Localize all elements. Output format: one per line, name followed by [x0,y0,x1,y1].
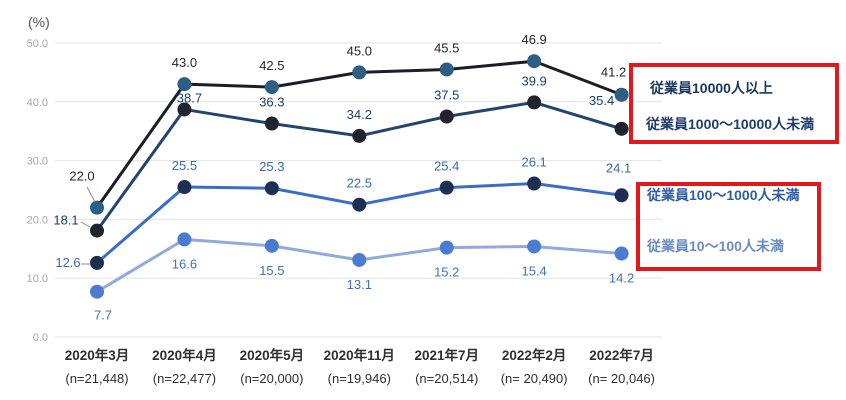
label-leader-line [86,186,96,203]
x-axis-label: 2021年7月 [414,347,479,363]
value-label: 25.3 [259,159,284,174]
legend-label-employees-10-100: 従業員10～100人未満 [647,238,784,254]
data-point [527,95,542,110]
x-axis-label: 2020年4月 [152,347,217,363]
data-point [614,121,629,136]
value-label: 22.5 [347,176,372,191]
data-point [439,240,454,255]
x-axis-sublabel: (n=22,477) [153,371,216,386]
value-label: 43.0 [172,55,197,70]
data-point [264,116,279,131]
y-axis-unit-label: (%) [28,14,50,30]
x-axis-sublabel: (n= 20,046) [588,371,655,386]
legend-highlight-box-large-companies: 従業員10000人以上 従業員1000～10000人未満 [629,63,839,144]
data-point [264,238,279,253]
data-point [90,255,104,270]
data-point [177,232,192,247]
data-point [90,223,104,238]
data-point [614,246,629,261]
data-point [90,284,104,299]
value-label: 45.5 [434,40,459,55]
data-point [527,176,542,191]
data-point [614,87,629,102]
value-label: 35.4 [589,93,614,108]
y-axis-tick-label: 40.0 [27,97,48,109]
value-label: 18.1 [53,213,78,228]
data-point [177,102,192,117]
value-label: 24.1 [606,160,631,175]
x-axis-label: 2022年7月 [589,347,654,363]
value-label: 15.5 [259,263,284,278]
series-line [95,182,624,265]
x-axis-label: 2022年2月 [502,347,567,363]
data-point [439,62,454,77]
legend-highlight-box-small-companies: 従業員100～1000人未満 従業員10～100人未満 [636,182,821,271]
data-point [352,65,367,80]
value-label: 7.7 [94,308,112,323]
y-axis-tick-label: 10.0 [27,273,48,285]
x-axis-sublabel: (n=20,514) [415,371,478,386]
value-label: 26.1 [521,155,546,170]
x-axis-label: 2020年5月 [240,347,305,363]
x-axis-sublabel: (n=20,000) [240,371,303,386]
data-point [177,180,192,195]
x-axis-label: 2020年3月 [65,347,130,363]
label-leader-line [80,221,91,228]
value-label: 39.9 [521,73,546,88]
y-axis-tick-label: 20.0 [27,214,48,226]
value-label: 14.2 [609,271,634,286]
data-point [352,252,367,267]
legend-label-employees-10000-plus: 従業員10000人以上 [650,80,773,96]
data-point [527,239,542,254]
y-axis-tick-label: 30.0 [27,156,48,168]
value-label: 46.9 [521,32,546,47]
data-point [614,188,629,203]
data-point [177,77,192,92]
data-point [90,200,104,215]
x-axis-label: 2020年11月 [324,347,395,363]
value-label: 38.7 [177,90,202,105]
value-label: 25.4 [434,159,459,174]
value-label: 34.2 [347,107,372,122]
data-point [264,181,279,196]
legend-label-employees-1000-10000: 従業員1000～10000人未満 [646,116,815,132]
value-label: 42.5 [259,58,284,73]
legend-label-employees-100-1000: 従業員100～1000人未満 [647,187,800,203]
value-label: 22.0 [69,169,94,184]
x-axis-sublabel: (n=19,946) [328,371,391,386]
value-label: 12.6 [55,255,80,270]
value-label: 15.4 [521,263,546,278]
value-label: 37.5 [434,88,459,103]
y-axis-tick-label: 50.0 [27,38,48,50]
value-label: 45.0 [347,43,372,58]
data-point [352,197,367,212]
value-label: 25.5 [172,158,197,173]
value-label: 13.1 [347,277,372,292]
data-point [264,80,279,95]
data-point [527,54,542,69]
value-label: 16.6 [172,256,197,271]
data-point [439,109,454,124]
x-axis-sublabel: (n= 20,490) [501,371,568,386]
value-label: 41.2 [601,65,626,80]
value-label: 15.2 [434,265,459,280]
data-point [439,180,454,195]
value-label: 36.3 [259,95,284,110]
y-axis-tick-label: 0.0 [33,332,48,344]
data-point [352,128,367,143]
x-axis-sublabel: (n=21,448) [65,371,128,386]
